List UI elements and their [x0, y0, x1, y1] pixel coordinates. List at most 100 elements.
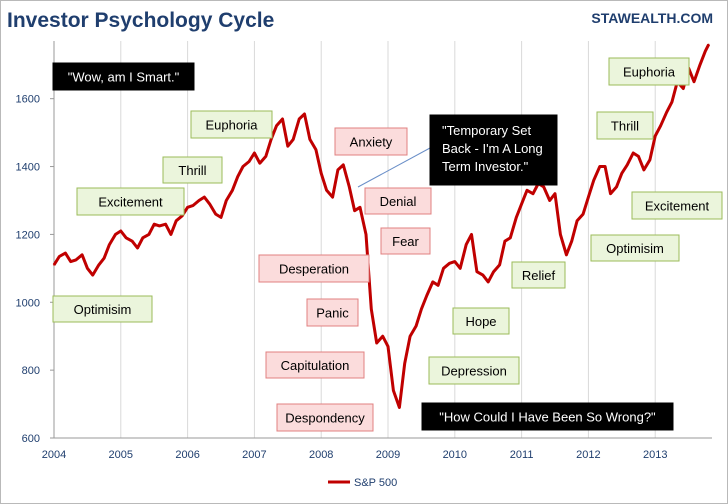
data-point	[353, 209, 356, 212]
x-tick-label: 2008	[309, 449, 333, 461]
annotation-green: Excitement	[76, 187, 185, 216]
annotation-red: Desperation	[258, 254, 370, 283]
data-point	[298, 118, 301, 120]
legend: S&P 500	[328, 477, 397, 489]
data-point	[632, 152, 634, 154]
annotation-green: Euphoria	[190, 110, 273, 139]
data-point	[587, 196, 590, 198]
data-point	[365, 233, 367, 236]
annotation-box	[334, 127, 408, 156]
data-point	[198, 199, 200, 202]
data-point	[454, 260, 456, 263]
annotation-box	[429, 114, 558, 186]
data-point	[604, 165, 606, 168]
watermark-text: STAWEALTH.COM	[591, 10, 713, 26]
data-point	[593, 179, 595, 181]
data-point	[520, 203, 523, 205]
annotation-label: Panic	[316, 306, 349, 321]
data-point	[275, 125, 278, 127]
annotation-label: Thrill	[611, 119, 639, 134]
annotation-box	[421, 402, 674, 431]
data-point	[81, 254, 83, 256]
annotation-label: Desperation	[279, 262, 349, 277]
callout-leader-line	[357, 147, 431, 188]
data-point	[170, 233, 172, 236]
x-tick-label: 2011	[510, 449, 534, 461]
data-point	[292, 138, 295, 141]
data-point	[609, 192, 612, 195]
data-point	[476, 270, 478, 273]
annotation-red: Denial	[364, 187, 432, 215]
annotation-box	[452, 307, 510, 335]
data-point	[565, 254, 568, 256]
legend-label: S&P 500	[354, 477, 397, 489]
data-point	[504, 240, 506, 242]
data-point	[270, 138, 272, 141]
annotation-box	[428, 356, 520, 385]
annotation-box	[52, 295, 153, 323]
x-tick-label: 2009	[376, 449, 400, 461]
annotation-label: Relief	[522, 268, 556, 283]
annotation-box	[162, 156, 223, 184]
data-point	[599, 165, 601, 168]
data-point	[64, 252, 67, 254]
data-point	[142, 237, 144, 239]
data-point	[509, 237, 512, 239]
data-point	[58, 255, 61, 258]
annotation-label: Hope	[465, 314, 496, 329]
data-point	[576, 220, 578, 222]
data-point	[303, 113, 306, 115]
y-tick-label: 1200	[16, 229, 40, 241]
annotation-box	[596, 111, 654, 140]
y-tick-label: 600	[22, 433, 40, 445]
annotation-green: Hope	[452, 307, 510, 335]
annotation-black: "How Could I Have Been So Wrong?"	[421, 402, 674, 431]
data-point	[253, 152, 256, 154]
data-point	[125, 237, 127, 239]
annotation-green: Euphoria	[608, 57, 690, 86]
chart-title: Investor Psychology Cycle	[7, 9, 274, 32]
annotation-box	[52, 62, 195, 91]
data-point	[482, 274, 484, 276]
annotation-label: Denial	[380, 194, 417, 209]
data-point	[120, 230, 122, 232]
data-point	[615, 186, 618, 188]
data-point	[186, 206, 189, 209]
data-point	[203, 196, 206, 198]
series-line-sp500	[52, 43, 711, 409]
y-tick-label: 800	[22, 365, 40, 377]
data-point	[465, 243, 468, 246]
annotation-green: Excitement	[631, 191, 723, 220]
y-tick-label: 1400	[16, 162, 40, 174]
annotation-green: Relief	[511, 261, 566, 289]
data-point	[309, 138, 311, 141]
annotation-label: Excitement	[645, 199, 710, 214]
data-point	[432, 281, 434, 283]
data-point	[231, 189, 234, 192]
annotation-label: "Wow, am I Smart."	[68, 70, 180, 85]
annotation-black: "Wow, am I Smart."	[52, 62, 195, 91]
annotation-box	[380, 227, 431, 255]
data-point	[637, 155, 640, 158]
data-point	[682, 87, 685, 90]
x-tick-label: 2004	[42, 449, 66, 461]
data-point	[214, 213, 217, 215]
y-tick-label: 1600	[16, 94, 40, 106]
data-point	[621, 172, 623, 175]
data-point	[654, 135, 656, 137]
data-point	[325, 189, 328, 192]
data-point	[175, 220, 177, 222]
data-point	[387, 345, 389, 348]
data-point	[69, 260, 72, 263]
y-tick-label: 1000	[16, 297, 40, 309]
data-point	[131, 240, 133, 242]
data-point	[91, 274, 94, 276]
data-point	[108, 243, 111, 246]
annotation-box	[76, 187, 185, 216]
annotation-green: Thrill	[596, 111, 654, 140]
annotation-red: Panic	[306, 298, 359, 327]
data-point	[259, 162, 261, 164]
annotation-box	[608, 57, 690, 86]
x-tick-label: 2010	[443, 449, 467, 461]
